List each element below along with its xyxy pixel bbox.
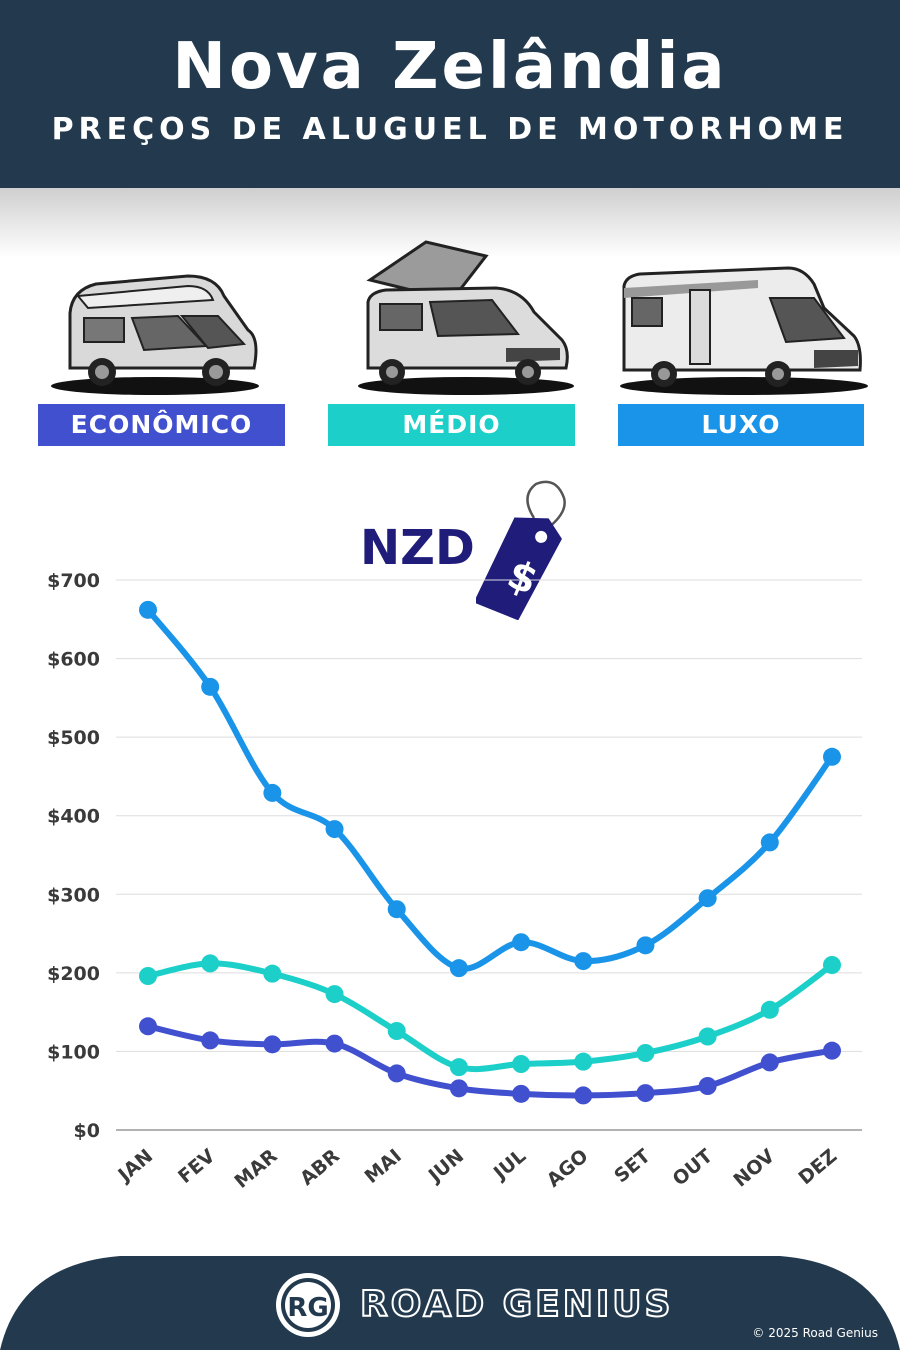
x-tick-label: OUT (669, 1145, 717, 1191)
economy-badge: ECONÔMICO (38, 404, 285, 446)
brand-name: ROAD GENIUS (359, 1283, 674, 1326)
data-point (449, 1079, 468, 1098)
data-point (760, 1000, 779, 1019)
midrange-van-illustration (358, 240, 574, 395)
data-point (325, 985, 344, 1004)
data-point (325, 820, 344, 839)
x-tick-label: AGO (543, 1145, 593, 1192)
data-point (139, 967, 157, 985)
data-point (387, 1064, 406, 1083)
data-point (574, 1086, 593, 1105)
copyright-text: © 2025 Road Genius (752, 1326, 878, 1340)
y-tick-label: $100 (47, 1041, 100, 1063)
data-point (512, 1084, 531, 1103)
data-point (823, 1041, 841, 1060)
page-title: Nova Zelândia (172, 30, 728, 104)
logo-text: RG (287, 1293, 328, 1323)
y-tick-label: $600 (47, 649, 100, 671)
x-tick-label: MAI (361, 1145, 406, 1188)
x-tick-label: JUN (423, 1145, 468, 1188)
series-line-0 (145, 606, 835, 972)
y-tick-label: $0 (74, 1120, 100, 1142)
data-point (512, 933, 531, 952)
y-tick-label: $300 (47, 884, 100, 906)
data-point (636, 936, 655, 955)
currency-label: NZD (360, 520, 475, 576)
data-point (139, 1017, 157, 1036)
y-tick-label: $700 (47, 570, 100, 592)
data-point (263, 1035, 282, 1054)
data-point (387, 1022, 406, 1040)
data-point (387, 900, 406, 919)
data-point (139, 600, 157, 619)
price-line-chart: $0 $100 $200 $300 $400 $500 $600 $700 JAN FEV MAR A… (47, 570, 862, 1193)
data-point (449, 1058, 468, 1077)
data-point (449, 959, 468, 978)
data-point (201, 677, 220, 696)
y-tick-label: $200 (47, 963, 100, 985)
data-point (574, 1052, 593, 1071)
data-point (325, 1034, 344, 1053)
data-point (760, 833, 779, 852)
series-line-2 (145, 1023, 835, 1099)
data-point (263, 964, 282, 983)
page-subtitle: PREÇOS DE ALUGUEL DE MOTORHOME (51, 112, 849, 147)
road-genius-logo-icon: RG (276, 1273, 340, 1337)
data-point (760, 1053, 779, 1072)
y-tick-label: $500 (47, 727, 100, 749)
x-tick-label: DEZ (794, 1145, 841, 1189)
x-tick-label: JAN (113, 1145, 158, 1187)
x-tick-label: FEV (174, 1145, 220, 1188)
y-tick-label: $400 (47, 806, 100, 828)
data-point (698, 1077, 717, 1095)
luxury-badge: LUXO (618, 404, 864, 446)
data-point (574, 952, 593, 971)
data-point (201, 954, 220, 973)
x-tick-label: ABR (296, 1145, 344, 1190)
data-point (512, 1055, 531, 1073)
data-point (823, 956, 841, 974)
economy-van-illustration (51, 274, 259, 395)
data-point (636, 1084, 655, 1103)
header-banner: Nova Zelândia PREÇOS DE ALUGUEL DE MOTOR… (0, 0, 900, 188)
x-tick-label: NOV (729, 1145, 779, 1192)
luxury-motorhome-illustration (620, 266, 868, 395)
data-point (636, 1044, 655, 1062)
data-point (823, 747, 841, 766)
data-point (263, 783, 282, 802)
footer-banner (0, 1256, 900, 1350)
x-tick-label: JUL (488, 1145, 530, 1185)
price-tag-icon: $ (476, 480, 566, 620)
data-point (698, 889, 717, 908)
midrange-badge: MÉDIO (328, 404, 575, 446)
x-tick-label: MAR (230, 1145, 281, 1193)
x-tick-label: SET (610, 1145, 655, 1187)
data-point (201, 1031, 220, 1050)
series-line-1 (145, 960, 835, 1073)
data-point (698, 1027, 717, 1046)
